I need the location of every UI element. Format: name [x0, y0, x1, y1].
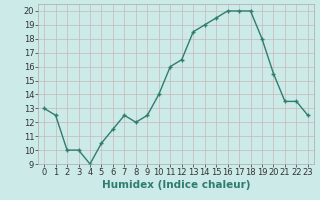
X-axis label: Humidex (Indice chaleur): Humidex (Indice chaleur) — [102, 180, 250, 190]
